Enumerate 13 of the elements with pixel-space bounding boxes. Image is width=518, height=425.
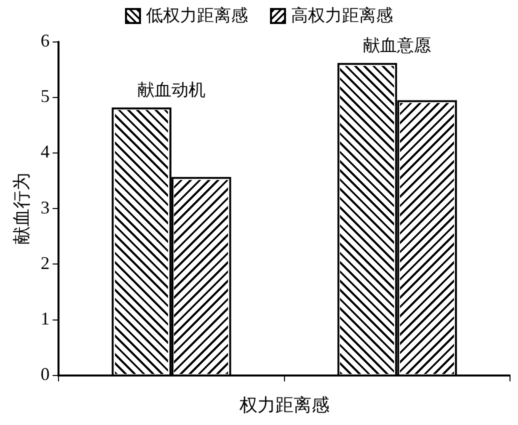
y-tick-label: 0 (40, 364, 50, 384)
y-tick-label: 2 (40, 252, 50, 273)
y-tick-label: 5 (40, 86, 50, 106)
x-axis-title: 权力距离感 (238, 394, 330, 416)
y-tick-label: 3 (40, 197, 50, 218)
legend-label: 高权力距离感 (291, 5, 393, 27)
y-tick-label: 1 (40, 308, 50, 329)
x-tick-label: 献血动机 (137, 80, 206, 100)
legend-label: 低权力距离感 (146, 5, 248, 27)
y-tick-label: 6 (40, 30, 50, 51)
y-axis-title: 献血行为 (11, 172, 32, 245)
x-tick-label: 献血意愿 (363, 36, 432, 56)
y-tick-label: 4 (40, 142, 50, 162)
